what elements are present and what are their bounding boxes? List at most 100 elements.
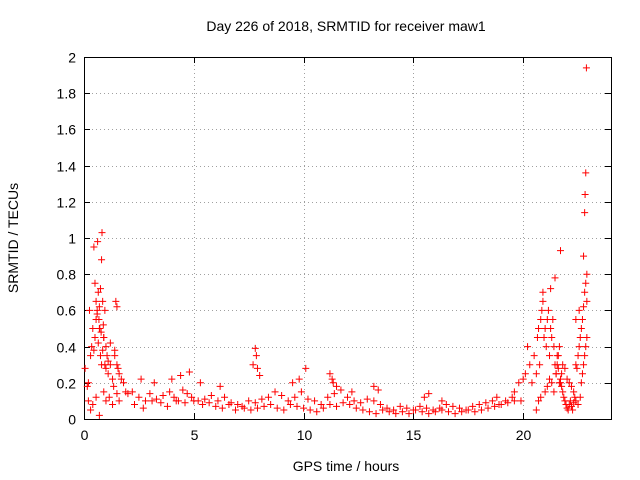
data-point: [225, 401, 233, 409]
data-point: [251, 344, 259, 352]
data-point: [89, 325, 97, 332]
data-point: [293, 402, 301, 410]
axis-ticks: 00.20.40.60.811.21.41.61.820 5 10 15 20: [57, 50, 611, 443]
data-point: [94, 288, 102, 296]
data-point: [289, 379, 297, 387]
data-point: [532, 370, 540, 378]
y-tick-label: 2: [68, 50, 76, 66]
data-point: [212, 402, 220, 410]
data-point: [438, 397, 446, 405]
data-point: [240, 404, 248, 412]
data-point: [90, 243, 98, 251]
data-point: [95, 303, 103, 311]
data-point: [278, 391, 286, 399]
data-point: [91, 279, 99, 287]
data-point: [166, 388, 174, 396]
data-point: [87, 406, 95, 414]
data-point: [458, 408, 466, 416]
data-point: [425, 410, 433, 418]
data-point: [416, 402, 424, 410]
data-point: [533, 334, 541, 342]
data-point: [350, 397, 358, 405]
data-point: [572, 397, 580, 405]
data-point: [548, 334, 556, 342]
data-point: [576, 334, 584, 342]
data-point: [109, 375, 117, 383]
data-point: [540, 334, 548, 342]
data-point: [577, 379, 585, 387]
data-point: [346, 401, 354, 409]
data-point: [554, 364, 562, 372]
data-point: [580, 252, 588, 260]
data-point: [574, 352, 582, 360]
data-point: [420, 393, 428, 401]
data-point: [196, 379, 204, 387]
data-point: [493, 393, 501, 401]
data-point: [581, 209, 589, 217]
data-point: [333, 402, 341, 410]
y-tick-label: 0.8: [57, 267, 77, 283]
data-point: [547, 285, 555, 293]
data-point: [372, 410, 380, 418]
data-point: [569, 406, 577, 414]
data-point: [110, 382, 118, 390]
data-point: [139, 404, 147, 412]
data-point: [105, 393, 113, 401]
data-point: [177, 372, 185, 380]
data-point: [563, 404, 571, 412]
data-point: [267, 401, 275, 409]
data-point: [582, 343, 590, 351]
data-point: [546, 375, 554, 383]
data-point: [572, 315, 580, 323]
data-point: [113, 361, 121, 369]
data-point: [559, 388, 567, 396]
data-point: [168, 375, 176, 383]
data-point: [247, 406, 255, 414]
data-point: [258, 395, 266, 403]
data-point: [555, 343, 563, 351]
data-point: [482, 399, 490, 407]
data-point: [163, 402, 171, 410]
data-point: [328, 375, 336, 383]
data-point: [576, 393, 584, 401]
data-point: [558, 382, 566, 390]
data-point: [221, 393, 229, 401]
data-point: [291, 393, 299, 401]
data-point: [260, 402, 268, 410]
y-tick-label: 1.6: [57, 122, 77, 138]
data-point: [300, 404, 308, 412]
data-point: [152, 395, 160, 403]
data-point: [218, 404, 226, 412]
data-point: [106, 361, 114, 369]
data-point: [572, 361, 580, 369]
data-point: [583, 270, 591, 278]
data-point: [94, 238, 102, 246]
y-tick-label: 0.4: [57, 340, 77, 356]
data-point: [583, 334, 591, 342]
data-point: [104, 370, 112, 378]
data-point: [567, 382, 575, 390]
data-point: [273, 404, 281, 412]
y-tick-label: 1: [68, 231, 76, 247]
data-point: [131, 401, 139, 409]
data-point: [183, 390, 191, 398]
data-point: [425, 390, 433, 398]
data-point: [304, 395, 312, 403]
data-point: [104, 357, 112, 365]
data-point: [99, 321, 107, 329]
data-point: [542, 343, 550, 351]
data-point: [508, 393, 516, 401]
data-point: [100, 388, 108, 396]
data-point: [90, 346, 98, 354]
data-point: [575, 306, 583, 314]
data-point: [578, 370, 586, 378]
data-point: [561, 364, 569, 372]
y-tick-label: 1.8: [57, 86, 77, 102]
data-point: [370, 397, 378, 405]
data-point: [530, 352, 538, 360]
data-point: [491, 402, 499, 410]
data-point: [115, 397, 123, 405]
x-tick-label: 0: [81, 427, 89, 443]
data-point: [329, 379, 337, 387]
